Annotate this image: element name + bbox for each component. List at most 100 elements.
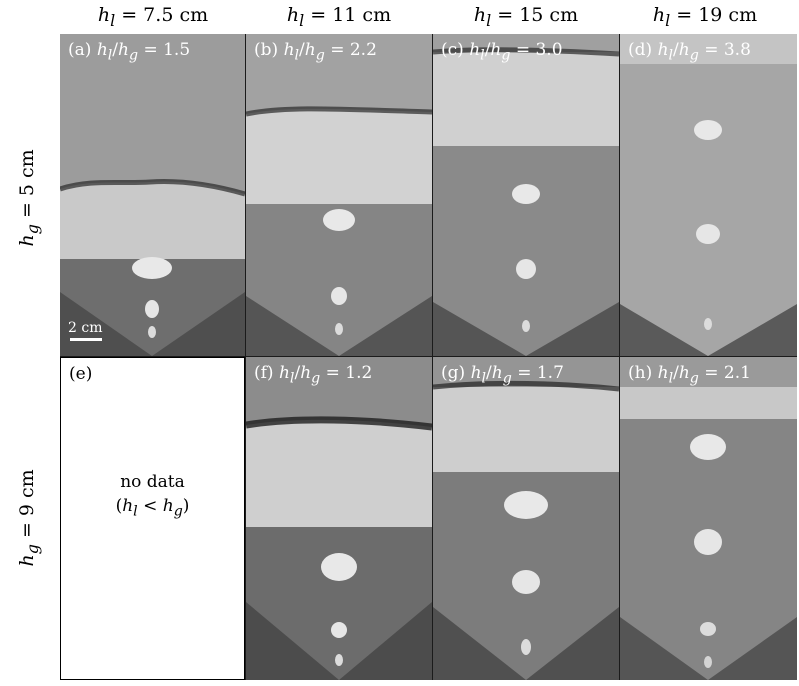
panel-g-image — [433, 357, 619, 680]
panel-tag: (g) — [441, 363, 466, 383]
header-var: h — [97, 4, 111, 26]
panel-tag: (b) — [254, 40, 279, 60]
panel-d: (d) hl/hg = 3.8 — [620, 34, 797, 356]
panel-label-f: (f) hl/hg = 1.2 — [254, 363, 372, 386]
header-sub: l — [299, 10, 305, 30]
header-sub: l — [110, 10, 116, 30]
ratio-value: = 1.5 — [138, 40, 191, 60]
column-header-2: hl = 11 cm — [246, 4, 432, 30]
ratio-sub: l — [107, 47, 113, 64]
ratio-var: h — [657, 363, 669, 383]
panel-label-b: (b) hl/hg = 2.2 — [254, 40, 377, 63]
ratio-value: = 3.8 — [698, 40, 751, 60]
panel-tag: (c) — [441, 40, 464, 60]
cond-var: h — [162, 496, 174, 516]
ratio-sub: g — [502, 370, 512, 387]
cond-var: h — [122, 496, 134, 516]
ratio-var: h — [300, 363, 312, 383]
ratio-slash: / — [299, 40, 305, 60]
ratio-sub: l — [480, 47, 485, 64]
panel-e: (e) no data (hl < hg) — [60, 357, 245, 680]
ratio-sub: l — [481, 370, 487, 387]
ratio-var: h — [470, 363, 482, 383]
no-data-note: no data (hl < hg) — [61, 470, 244, 523]
ratio-var: h — [491, 363, 503, 383]
panel-c-image — [433, 34, 619, 356]
panel-h: (h) hl/hg = 2.1 — [620, 357, 797, 680]
row-var: h — [16, 234, 39, 247]
ratio-value: = 1.2 — [320, 363, 373, 383]
panel-label-d: (d) hl/hg = 3.8 — [628, 40, 751, 63]
no-data-text: no data — [120, 472, 185, 492]
ratio-var: h — [657, 40, 669, 60]
panel-label-g: (g) hl/hg = 1.7 — [441, 363, 564, 386]
row-value: = 9 cm — [16, 469, 39, 545]
panel-tag: (f) — [254, 363, 274, 383]
panel-d-image — [620, 34, 797, 356]
ratio-value: = 3.0 — [510, 40, 563, 60]
column-header-3: hl = 15 cm — [433, 4, 619, 30]
header-value: = 7.5 cm — [115, 4, 209, 26]
column-header-1: hl = 7.5 cm — [60, 4, 246, 30]
ratio-sub: l — [668, 47, 674, 64]
panel-f-image — [246, 357, 432, 680]
ratio-sub: g — [128, 47, 139, 64]
cond-sub: l — [133, 503, 138, 520]
header-var: h — [652, 4, 666, 26]
header-sub: l — [665, 10, 671, 30]
cond-sub: g — [173, 503, 183, 520]
header-sub: l — [486, 10, 492, 30]
ratio-sub: g — [311, 370, 321, 387]
panel-f: (f) hl/hg = 1.2 — [246, 357, 432, 680]
panel-g: (g) hl/hg = 1.7 — [433, 357, 619, 680]
panel-label-c: (c) hl/hg = 3.0 — [441, 40, 563, 63]
header-value: = 15 cm — [491, 4, 579, 26]
panel-h-image — [620, 357, 797, 680]
ratio-var: h — [490, 40, 502, 60]
ratio-var: h — [278, 363, 290, 383]
ratio-var: h — [469, 40, 481, 60]
ratio-var: h — [96, 40, 108, 60]
panel-b: (b) hl/hg = 2.2 — [246, 34, 432, 356]
panel-c: (c) hl/hg = 3.0 — [433, 34, 619, 356]
panel-tag: (a) — [68, 40, 92, 60]
paren-close: ) — [182, 496, 190, 516]
row-sub: g — [22, 544, 42, 555]
panel-a-image — [60, 34, 245, 356]
scale-bar — [70, 338, 102, 341]
ratio-value: = 2.2 — [324, 40, 377, 60]
no-data-condition: (hl < hg) — [61, 494, 244, 523]
panel-tag: (e) — [69, 364, 93, 384]
ratio-sub: g — [315, 47, 325, 64]
ratio-sub: g — [689, 47, 699, 64]
ratio-slash: / — [486, 363, 492, 383]
header-var: h — [286, 4, 300, 26]
ratio-slash: / — [673, 363, 679, 383]
ratio-var: h — [678, 40, 690, 60]
ratio-slash: / — [112, 40, 119, 60]
panel-label-h: (h) hl/hg = 2.1 — [628, 363, 751, 386]
column-header-4: hl = 19 cm — [612, 4, 798, 30]
ratio-sub: l — [289, 370, 295, 387]
paren-open: ( — [115, 496, 123, 516]
ratio-value: = 1.7 — [511, 363, 564, 383]
row-var: h — [16, 554, 39, 567]
header-value: = 11 cm — [304, 4, 392, 26]
ratio-slash: / — [484, 40, 491, 60]
header-value: = 19 cm — [670, 4, 758, 26]
panel-b-image — [246, 34, 432, 356]
ratio-sub: l — [294, 47, 300, 64]
row-value: = 5 cm — [16, 149, 39, 225]
ratio-var: h — [118, 40, 129, 60]
panel-tag: (d) — [628, 40, 653, 60]
panel-a: (a) hl/hg = 1.5 2 cm — [60, 34, 245, 356]
ratio-slash: / — [673, 40, 679, 60]
ratio-sub: g — [501, 47, 511, 64]
row-sub: g — [22, 224, 42, 235]
row-label-2: hg = 9 cm — [16, 463, 42, 573]
header-var: h — [473, 4, 487, 26]
ratio-value: = 2.1 — [698, 363, 751, 383]
ratio-var: h — [678, 363, 690, 383]
cond-op: < — [137, 496, 163, 516]
ratio-var: h — [304, 40, 316, 60]
